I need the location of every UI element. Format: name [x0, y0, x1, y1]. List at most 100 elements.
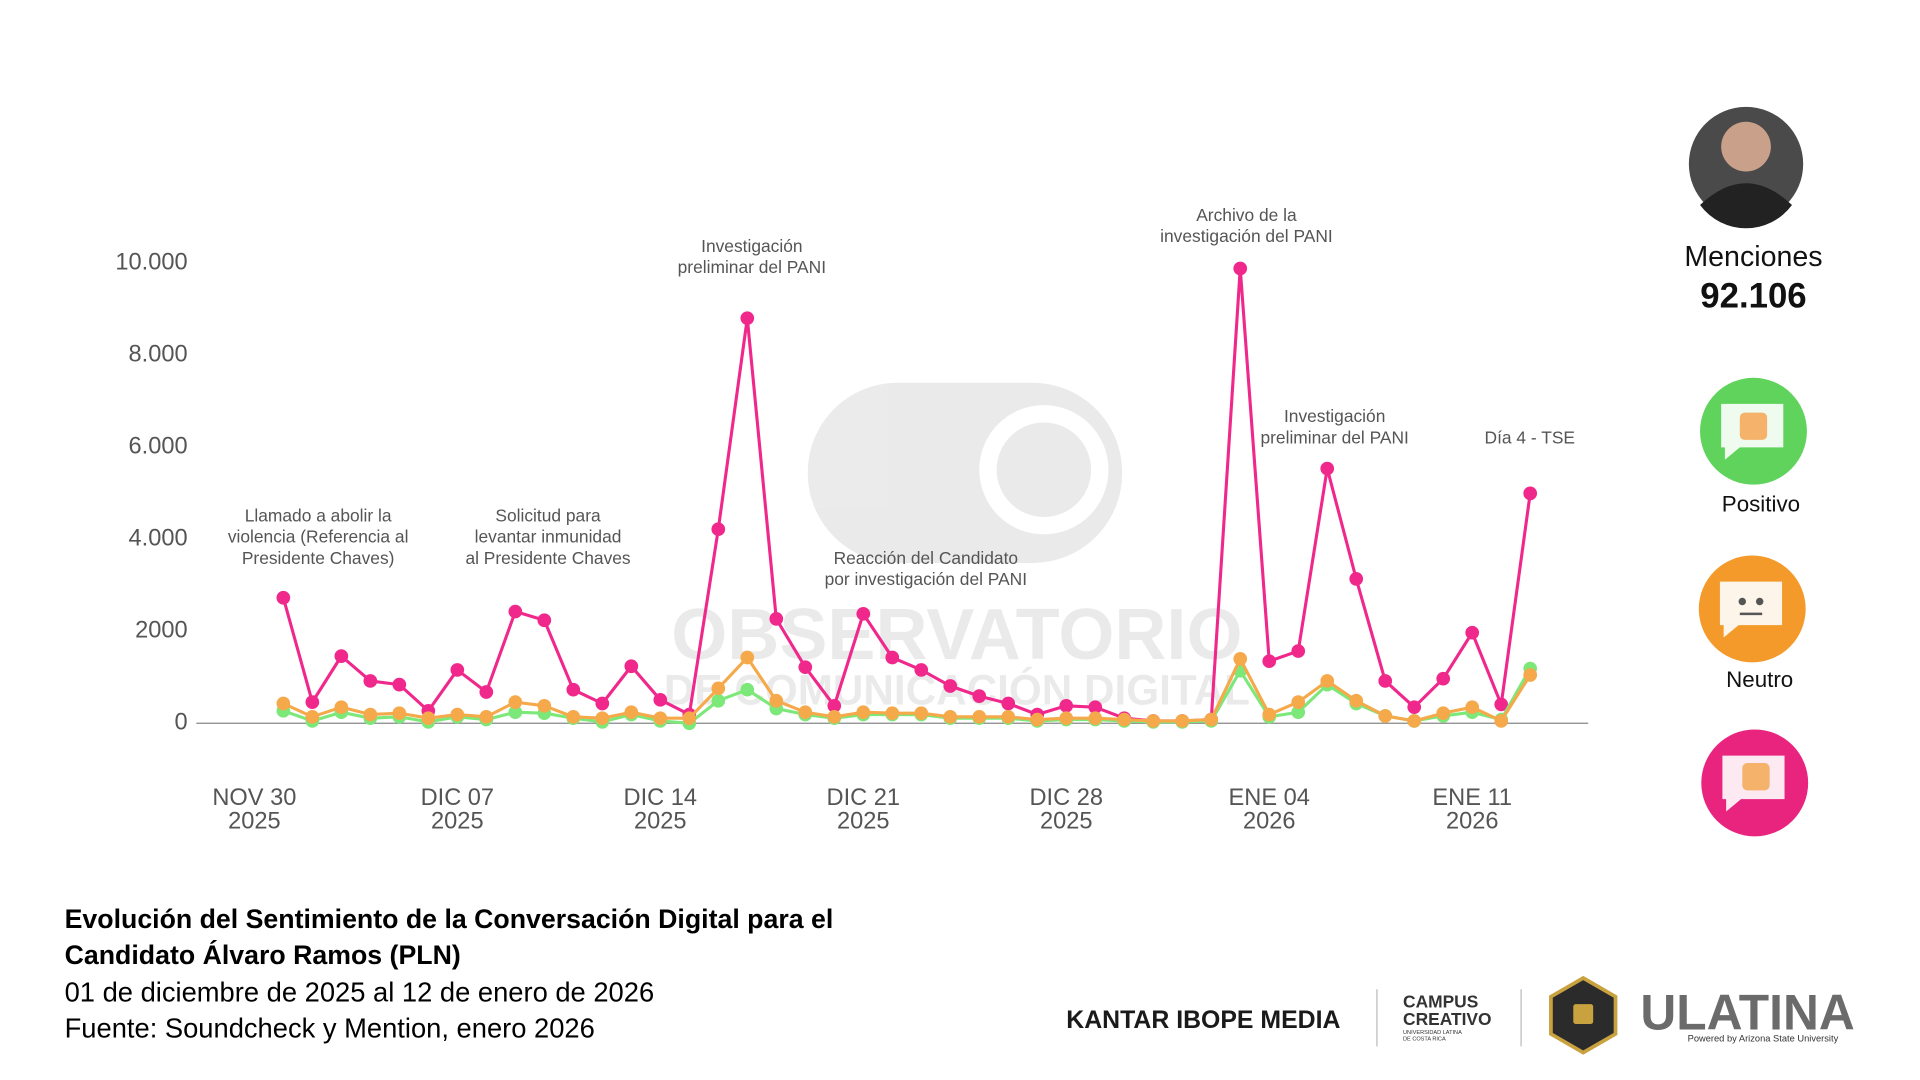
- logo-ulatina-sub: Powered by Arizona State University: [1688, 1033, 1839, 1043]
- x-tick-label: DIC 14 2025: [624, 785, 697, 835]
- annotation: Investigación: [701, 236, 802, 256]
- watermark-text: OBSERVATORIO: [671, 595, 1242, 675]
- data-point: [1523, 486, 1538, 501]
- x-tick-label: NOV 30 2025: [212, 785, 296, 835]
- annotation: por investigación del PANI: [825, 569, 1028, 589]
- data-point: [624, 659, 639, 674]
- annotation: Llamado a abolir la: [245, 506, 392, 526]
- data-point: [450, 663, 465, 677]
- data-point: [740, 650, 755, 665]
- data-point: [1378, 674, 1393, 688]
- data-point: [914, 663, 929, 677]
- footer-subtitle: 01 de diciembre de 2025 al 12 de enero d…: [65, 976, 655, 1007]
- footer-title: Evolución del Sentimiento de la Conversa…: [65, 904, 834, 934]
- annotation: Día 4 - TSE: [1485, 427, 1575, 447]
- data-point: [1320, 674, 1335, 688]
- data-point: [595, 696, 610, 711]
- data-point: [334, 649, 349, 663]
- data-point: [711, 693, 726, 708]
- data-point: [740, 682, 755, 697]
- data-point: [1233, 261, 1248, 276]
- y-tick-label: 10.000: [115, 250, 187, 276]
- data-point: [1378, 709, 1393, 723]
- icon: [1742, 763, 1770, 791]
- x-tick-label: DIC 21 2025: [827, 785, 900, 835]
- data-point: [798, 660, 813, 675]
- data-point: [972, 709, 987, 724]
- data-point: [1494, 697, 1509, 712]
- logo-campus-sub: UNIVERSIDAD LATINA: [1403, 1030, 1462, 1036]
- data-point: [1175, 714, 1190, 728]
- data-point: [537, 613, 552, 628]
- x-tick-label: DIC 28 2025: [1030, 785, 1103, 835]
- data-point: [885, 706, 900, 720]
- annotation: al Presidente Chaves: [465, 548, 630, 568]
- data-point: [943, 679, 958, 693]
- annotation: Presidente Chaves): [242, 548, 395, 568]
- icon-negative: [1701, 729, 1809, 837]
- y-tick-label: 2000: [135, 618, 188, 644]
- data-point: [276, 590, 291, 605]
- legend-label: Positivo: [1722, 492, 1800, 517]
- data-point: [1436, 706, 1451, 720]
- data-point: [1088, 700, 1103, 715]
- logo-ulatina: ULATINA: [1640, 985, 1854, 1041]
- data-point: [1117, 712, 1132, 727]
- series-line: [281, 266, 1532, 723]
- data-point: [711, 681, 726, 696]
- data-point: [1349, 572, 1364, 586]
- data-point: [1291, 695, 1306, 709]
- badge: [1573, 1004, 1594, 1025]
- y-tick-label: 4.000: [129, 526, 188, 552]
- data-point: [624, 705, 639, 720]
- data-point: [1262, 707, 1277, 722]
- data-point: [1059, 711, 1074, 726]
- data-point: [1407, 700, 1422, 715]
- logo-kantar: KANTAR IBOPE MEDIA: [1066, 1007, 1340, 1034]
- data-point: [972, 689, 987, 703]
- data-point: [508, 705, 523, 720]
- mentions-label: Menciones: [1684, 241, 1822, 273]
- watermark-shape: [979, 405, 1109, 535]
- data-point: [566, 682, 581, 697]
- logo-campus-sub: DE COSTA RICA: [1403, 1036, 1446, 1042]
- annotation: violencia (Referencia al: [228, 527, 409, 547]
- annotation: Investigación: [1284, 406, 1385, 426]
- data-point: [827, 698, 842, 713]
- data-point: [1204, 712, 1219, 727]
- data-point: [711, 522, 726, 537]
- data-point: [798, 705, 813, 720]
- data-point: [1407, 714, 1422, 728]
- annotation: Solicitud para: [495, 506, 601, 526]
- data-point: [1001, 696, 1016, 711]
- annotation: Reacción del Candidato: [834, 548, 1019, 568]
- data-point: [1233, 652, 1248, 666]
- data-point: [740, 311, 755, 326]
- data-point: [479, 709, 494, 724]
- data-point: [363, 707, 378, 722]
- annotation: levantar inmunidad: [475, 527, 622, 547]
- data-point: [508, 604, 523, 619]
- footer-title: Candidato Álvaro Ramos (PLN): [65, 939, 461, 970]
- data-point: [653, 711, 668, 726]
- data-point: [914, 706, 929, 720]
- data-point: [1349, 693, 1364, 708]
- data-point: [276, 696, 291, 711]
- mentions-total: 92.106: [1700, 277, 1806, 315]
- footer-subtitle: Fuente: Soundcheck y Mention, enero 2026: [65, 1012, 595, 1043]
- annotation: preliminar del PANI: [678, 257, 826, 277]
- data-point: [305, 695, 320, 709]
- x-tick-label: ENE 04 2026: [1229, 785, 1310, 835]
- candidate-photo: [1721, 121, 1771, 172]
- data-point: [1320, 461, 1335, 476]
- data-point: [305, 709, 320, 724]
- data-point: [334, 700, 349, 715]
- logo-campus: CAMPUS: [1403, 991, 1478, 1011]
- data-point: [1030, 712, 1045, 727]
- data-point: [392, 677, 407, 692]
- data-point: [943, 709, 958, 724]
- watermark-shape: [996, 422, 1092, 517]
- data-point: [769, 612, 784, 626]
- legend-label: Neutro: [1726, 667, 1793, 692]
- watermark-shape: [807, 382, 1123, 563]
